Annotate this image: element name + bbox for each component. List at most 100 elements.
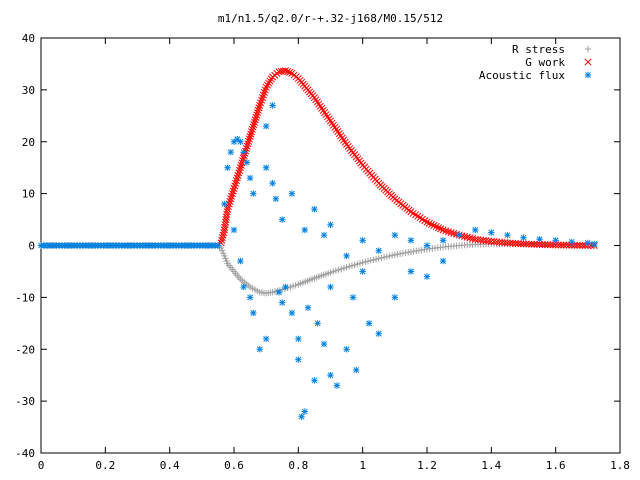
acoustic-flux-point [349,294,357,301]
acoustic-flux-point [407,268,415,275]
r-stress-point [391,251,399,259]
acoustic-flux-point [591,240,598,248]
g-work-point [423,218,431,226]
g-work-point [281,67,290,75]
acoustic-flux-point [262,164,270,171]
g-work-point [544,241,552,249]
r-stress-point [343,264,350,271]
acoustic-flux-point [520,234,527,241]
g-work-point [562,241,570,249]
acoustic-flux-point [250,309,257,317]
r-stress-point [372,255,380,263]
g-work-point [450,229,458,237]
g-work-point [533,240,541,248]
g-work-point [251,116,259,124]
acoustic-flux-point [552,237,559,244]
acoustic-flux-point [304,304,312,311]
r-stress-point [332,267,340,274]
g-work-point [522,240,530,248]
r-stress-point [402,249,409,256]
g-work-point [228,190,236,198]
g-work-point [573,241,581,249]
g-work-point [236,166,244,174]
g-work-point [463,233,471,241]
x-tick-label: 0.2 [95,459,115,472]
g-work-point [444,228,452,236]
g-work-point [458,232,466,240]
acoustic-flux-point [301,408,308,415]
r-stress-point [394,251,401,258]
r-stress-point [292,282,299,289]
y-tick-label: 40 [22,32,35,45]
r-stress-point [388,252,396,259]
g-work-point [258,96,266,104]
acoustic-flux-point [439,257,447,265]
acoustic-flux-point [353,366,360,374]
g-work-point [248,125,256,133]
g-work-point [219,231,227,239]
acoustic-flux-point [230,226,238,234]
g-work-point [557,241,565,249]
g-work-point [227,195,235,203]
g-work-point [560,241,568,249]
g-work-point [226,197,234,205]
g-work-point [536,240,544,249]
acoustic-flux-point [279,216,286,223]
g-work-point [541,241,549,249]
r-stress-point [340,264,348,272]
g-work-point [233,174,241,182]
acoustic-flux-point [214,242,222,249]
acoustic-flux-point [224,164,231,171]
g-work-point [232,179,240,187]
x-tick-label: 0.8 [288,459,308,472]
g-work-point [248,128,256,136]
g-work-point [509,239,517,247]
y-tick-label: 20 [22,136,35,149]
acoustic-flux-point [314,320,321,327]
r-stress-point [383,253,390,260]
g-work-point [434,224,443,232]
g-work-point [263,81,272,89]
g-work-point [517,240,525,248]
g-work-point [249,123,257,131]
acoustic-flux-point [423,242,431,249]
g-work-point [229,187,237,195]
y-tick-label: 0 [28,240,35,253]
r-stress-point [327,269,334,276]
acoustic-flux-point [375,330,382,337]
acoustic-flux-point [295,335,302,343]
g-work-point [576,241,584,249]
g-work-point [261,86,269,94]
g-work-point [568,241,576,249]
g-work-point [286,68,294,76]
g-work-point [230,184,238,192]
acoustic-flux-point [256,346,263,353]
acoustic-flux-point [391,231,399,239]
acoustic-flux-point [288,309,296,317]
acoustic-flux-point [246,294,254,301]
g-work-point [442,227,450,235]
r-stress-point [367,257,374,264]
g-work-point [231,182,239,190]
legend-marker [584,45,592,53]
legend-label: R stress [512,43,565,56]
y-tick-label: 10 [22,188,35,201]
acoustic-flux-point [311,377,318,384]
g-work-point [239,154,247,162]
g-work-point [511,239,520,247]
g-work-point [439,226,447,234]
g-work-point [253,109,262,117]
g-work-point [218,236,226,244]
g-work-point [232,177,240,185]
legend-label: Acoustic flux [479,69,565,82]
acoustic-flux-point [311,205,318,213]
g-work-point [254,106,262,114]
acoustic-flux-point [275,288,283,296]
acoustic-flux-point [333,382,341,389]
g-work-point [503,239,511,247]
g-work-point [452,230,461,238]
r-stress-point [375,255,382,262]
acoustic-flux-point [250,190,257,197]
acoustic-flux-point [343,346,350,353]
